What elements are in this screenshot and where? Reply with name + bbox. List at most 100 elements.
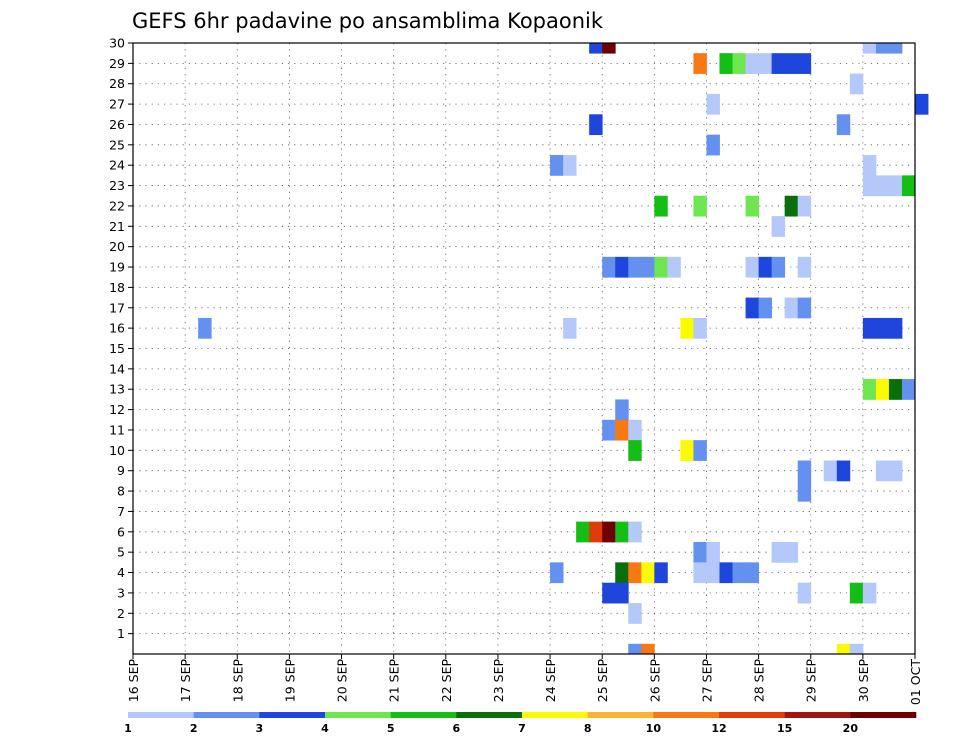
data-cell	[602, 582, 616, 604]
data-cell	[550, 155, 564, 176]
data-cell	[797, 460, 812, 482]
data-cell	[771, 53, 786, 74]
data-cell	[784, 541, 799, 563]
data-cell	[745, 297, 759, 319]
legend-label: 3	[256, 722, 264, 735]
data-cell	[615, 582, 629, 604]
y-axis: 1234567891011121314151617181920212223242…	[109, 36, 133, 641]
x-axis: 16 SEP 17 SEP 18 SEP 19 SEP 20 SEP 21 SEP 22 S…	[126, 654, 923, 705]
x-tick-label: 21 SEP	[387, 659, 402, 703]
legend-swatch	[784, 712, 851, 718]
data-cell	[693, 562, 707, 584]
data-cell	[888, 43, 903, 54]
y-tick-label: 9	[117, 463, 125, 478]
data-cell	[888, 175, 903, 197]
legend-label: 2	[190, 722, 198, 735]
data-cell	[654, 562, 668, 584]
data-cell	[784, 297, 799, 319]
data-cell	[875, 43, 890, 54]
x-tick-label: 20 SEP	[335, 659, 350, 703]
x-tick-label: 26 SEP	[647, 659, 662, 703]
data-cell	[797, 582, 812, 604]
x-tick-label: 27 SEP	[699, 659, 714, 703]
data-cell	[797, 297, 812, 319]
data-cell	[849, 582, 864, 604]
data-cell	[888, 317, 903, 339]
y-tick-label: 3	[117, 585, 125, 600]
legend-label: 12	[711, 722, 726, 735]
x-tick-label: 18 SEP	[230, 659, 245, 703]
data-cell	[563, 317, 577, 339]
data-cell	[875, 379, 890, 400]
x-tick-label: 28 SEP	[752, 659, 767, 703]
data-cell	[680, 317, 694, 339]
legend-swatch	[587, 712, 654, 718]
y-tick-label: 1	[117, 626, 125, 641]
x-tick-label: 19 SEP	[282, 659, 297, 703]
data-cell	[719, 53, 733, 74]
data-cell	[797, 480, 812, 502]
data-cell	[615, 562, 629, 584]
data-cell	[862, 43, 877, 54]
data-cell	[862, 379, 877, 400]
data-cell	[628, 643, 642, 655]
data-cell	[745, 562, 759, 584]
data-cell	[693, 53, 707, 74]
y-tick-label: 22	[109, 198, 125, 213]
data-cell	[589, 114, 603, 136]
legend-label: 6	[453, 722, 461, 735]
y-tick-label: 30	[109, 36, 125, 51]
data-cell	[693, 440, 707, 461]
data-cells	[198, 43, 929, 655]
y-tick-label: 14	[109, 361, 125, 376]
y-tick-label: 18	[109, 280, 125, 295]
y-tick-label: 16	[109, 321, 125, 336]
data-cell	[706, 562, 720, 584]
data-cell	[693, 195, 707, 217]
data-cell	[563, 155, 577, 176]
data-cell	[628, 419, 642, 441]
legend-swatch	[850, 712, 917, 718]
data-cell	[849, 643, 864, 655]
y-tick-label: 8	[117, 484, 125, 499]
data-cell	[576, 521, 590, 543]
data-cell	[602, 419, 616, 441]
data-cell	[745, 195, 759, 217]
data-cell	[641, 643, 655, 655]
data-cell	[784, 53, 799, 74]
data-cell	[797, 195, 812, 217]
data-cell	[888, 460, 903, 482]
legend-label: 7	[518, 722, 526, 735]
legend-swatch	[259, 712, 326, 718]
data-cell	[901, 379, 916, 400]
data-cell	[745, 256, 759, 278]
data-cell	[198, 317, 212, 339]
data-cell	[680, 440, 694, 461]
data-cell	[836, 643, 851, 655]
legend-label: 4	[321, 722, 329, 735]
data-cell	[615, 521, 629, 543]
x-tick-label: 01 OCT	[908, 659, 923, 705]
grid-lines	[133, 42, 915, 654]
y-tick-label: 24	[109, 158, 125, 173]
data-cell	[758, 256, 773, 278]
x-tick-label: 16 SEP	[126, 659, 141, 703]
legend-swatch	[193, 712, 260, 718]
legend-swatch	[128, 712, 194, 718]
y-tick-label: 10	[109, 443, 125, 458]
x-tick-label: 29 SEP	[804, 659, 819, 703]
data-cell	[550, 562, 564, 584]
data-cell	[654, 256, 668, 278]
x-tick-label: 25 SEP	[595, 659, 610, 703]
data-cell	[641, 256, 655, 278]
data-cell	[875, 175, 890, 197]
legend-label: 20	[843, 722, 859, 735]
data-cell	[862, 317, 877, 339]
data-cell	[654, 195, 668, 217]
data-cell	[628, 521, 642, 543]
data-cell	[589, 521, 603, 543]
data-cell	[693, 541, 707, 563]
legend-label: 8	[584, 722, 592, 735]
y-tick-label: 19	[109, 260, 125, 275]
data-cell	[602, 43, 616, 54]
